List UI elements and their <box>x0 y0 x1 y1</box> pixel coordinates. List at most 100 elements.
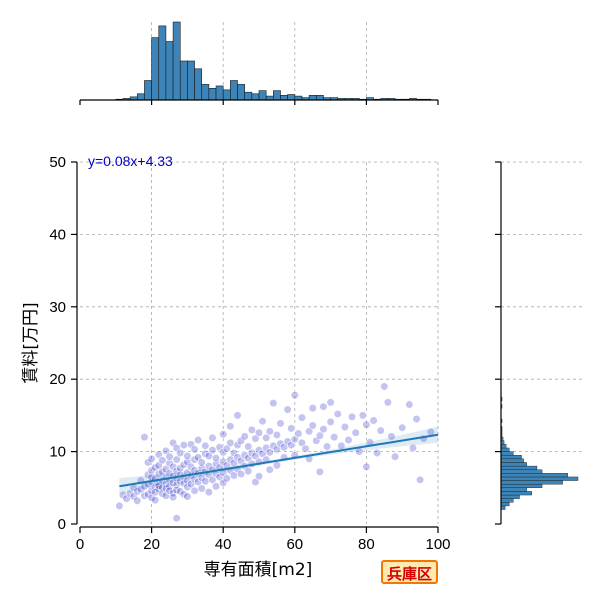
marginal-y-bar <box>500 491 532 496</box>
y-tick-label: 30 <box>49 299 66 316</box>
marginal-x-bar <box>208 88 217 101</box>
scatter-point <box>183 492 192 501</box>
scatter-point <box>233 411 242 420</box>
scatter-point <box>383 398 392 407</box>
scatter-point <box>240 432 249 441</box>
marginal-y-bar <box>500 505 506 510</box>
marginal-x-bar <box>273 90 281 101</box>
scatter-point <box>265 448 274 457</box>
scatter-point <box>326 417 335 427</box>
scatter-point <box>219 430 228 439</box>
scatter-point <box>319 425 328 434</box>
scatter-point <box>147 454 156 463</box>
scatter-points <box>115 382 435 523</box>
x-axis-ticks: 0 20 40 60 80 100 <box>76 527 451 553</box>
y-axis-ticks: 0 10 20 30 40 50 <box>49 154 77 533</box>
scatter-point <box>190 486 199 495</box>
scatter-point <box>390 452 400 461</box>
y-tick-label: 0 <box>58 516 66 533</box>
scatter-point <box>358 411 367 420</box>
scatter-point <box>330 433 339 442</box>
scatter-point <box>168 493 178 502</box>
scatter-point <box>211 454 221 463</box>
marginal-x-bar <box>179 60 188 101</box>
y-tick-label: 40 <box>49 226 66 243</box>
scatter-point <box>416 475 425 484</box>
marginal-y-bar <box>500 462 527 467</box>
marginal-y-gridlines <box>501 161 583 453</box>
scatter-point <box>412 414 421 424</box>
scatter-point <box>301 444 310 453</box>
marginal-y-ticks <box>495 161 501 525</box>
marginal-x-bar <box>136 93 145 101</box>
marginal-x-bar <box>244 91 253 101</box>
scatter-point <box>315 467 324 476</box>
scatter-point <box>297 413 307 422</box>
scatter-point <box>265 427 274 436</box>
scatter-point <box>387 432 396 441</box>
scatter-point <box>226 422 235 431</box>
marginal-x-bar <box>158 25 167 101</box>
main-gridlines <box>80 161 439 524</box>
marginal-x-bar <box>201 84 210 101</box>
scatter-point <box>197 484 206 493</box>
x-axis-label: 専有面積[m2] <box>204 560 313 580</box>
scatter-point <box>380 382 389 391</box>
marginal-y-bar <box>500 455 522 460</box>
marginal-x-bar <box>151 37 160 101</box>
marginal-y-bar <box>500 487 527 492</box>
scatter-point <box>315 431 324 440</box>
marginal-x-bar <box>315 95 324 101</box>
regression-line <box>119 433 439 488</box>
scatter-point <box>373 448 382 458</box>
scatter-point <box>333 409 342 419</box>
scatter-point <box>222 474 231 483</box>
scatter-point <box>308 421 317 430</box>
scatter-point <box>276 419 285 428</box>
scatter-point <box>362 420 371 429</box>
scatter-point <box>294 429 303 438</box>
marginal-x-bar <box>258 90 267 101</box>
x-tick-label: 40 <box>215 536 232 553</box>
scatter-point <box>290 391 299 400</box>
scatter-point <box>133 496 142 505</box>
marginal-y-bar <box>500 498 514 503</box>
scatter-point <box>197 458 206 467</box>
scatter-point <box>269 398 278 408</box>
scatter-point <box>351 428 360 437</box>
scatter-point <box>369 416 378 425</box>
scatter-point <box>254 428 264 437</box>
marginal-y-bar <box>500 476 579 481</box>
scatter-point <box>158 456 167 465</box>
marginal-x-bars <box>115 21 432 101</box>
y-tick-label: 20 <box>49 371 66 388</box>
regression-equation: y=0.08x+4.33 <box>88 153 173 169</box>
marginal-x-bar <box>308 95 317 101</box>
scatter-point <box>211 482 221 491</box>
marginal-y-bar <box>500 458 524 463</box>
scatter-point <box>237 469 246 479</box>
marginal-x-bar <box>172 21 181 101</box>
marginal-x-bar <box>287 94 296 101</box>
scatter-point <box>326 398 335 407</box>
marginal-y-bar <box>500 465 538 470</box>
scatter-point <box>254 472 264 481</box>
marginal-y-bar <box>500 469 543 474</box>
marginal-x-bar <box>144 80 152 101</box>
scatter-point <box>208 433 217 442</box>
scatter-point <box>344 435 353 445</box>
marginal-x-bar <box>194 68 203 101</box>
scatter-point <box>183 451 192 461</box>
x-tick-label: 20 <box>143 536 160 553</box>
marginal-x-histogram <box>79 21 439 105</box>
x-tick-label: 100 <box>425 536 450 553</box>
marginal-x-bar <box>237 84 245 101</box>
marginal-x-bar <box>222 89 231 101</box>
scatter-point <box>190 445 199 454</box>
marginal-y-bar <box>500 444 507 449</box>
scatter-point <box>244 442 253 451</box>
marginal-x-bar <box>230 80 238 101</box>
scatter-point <box>308 404 317 413</box>
scatter-point <box>244 467 253 476</box>
scatter-point <box>265 465 274 474</box>
